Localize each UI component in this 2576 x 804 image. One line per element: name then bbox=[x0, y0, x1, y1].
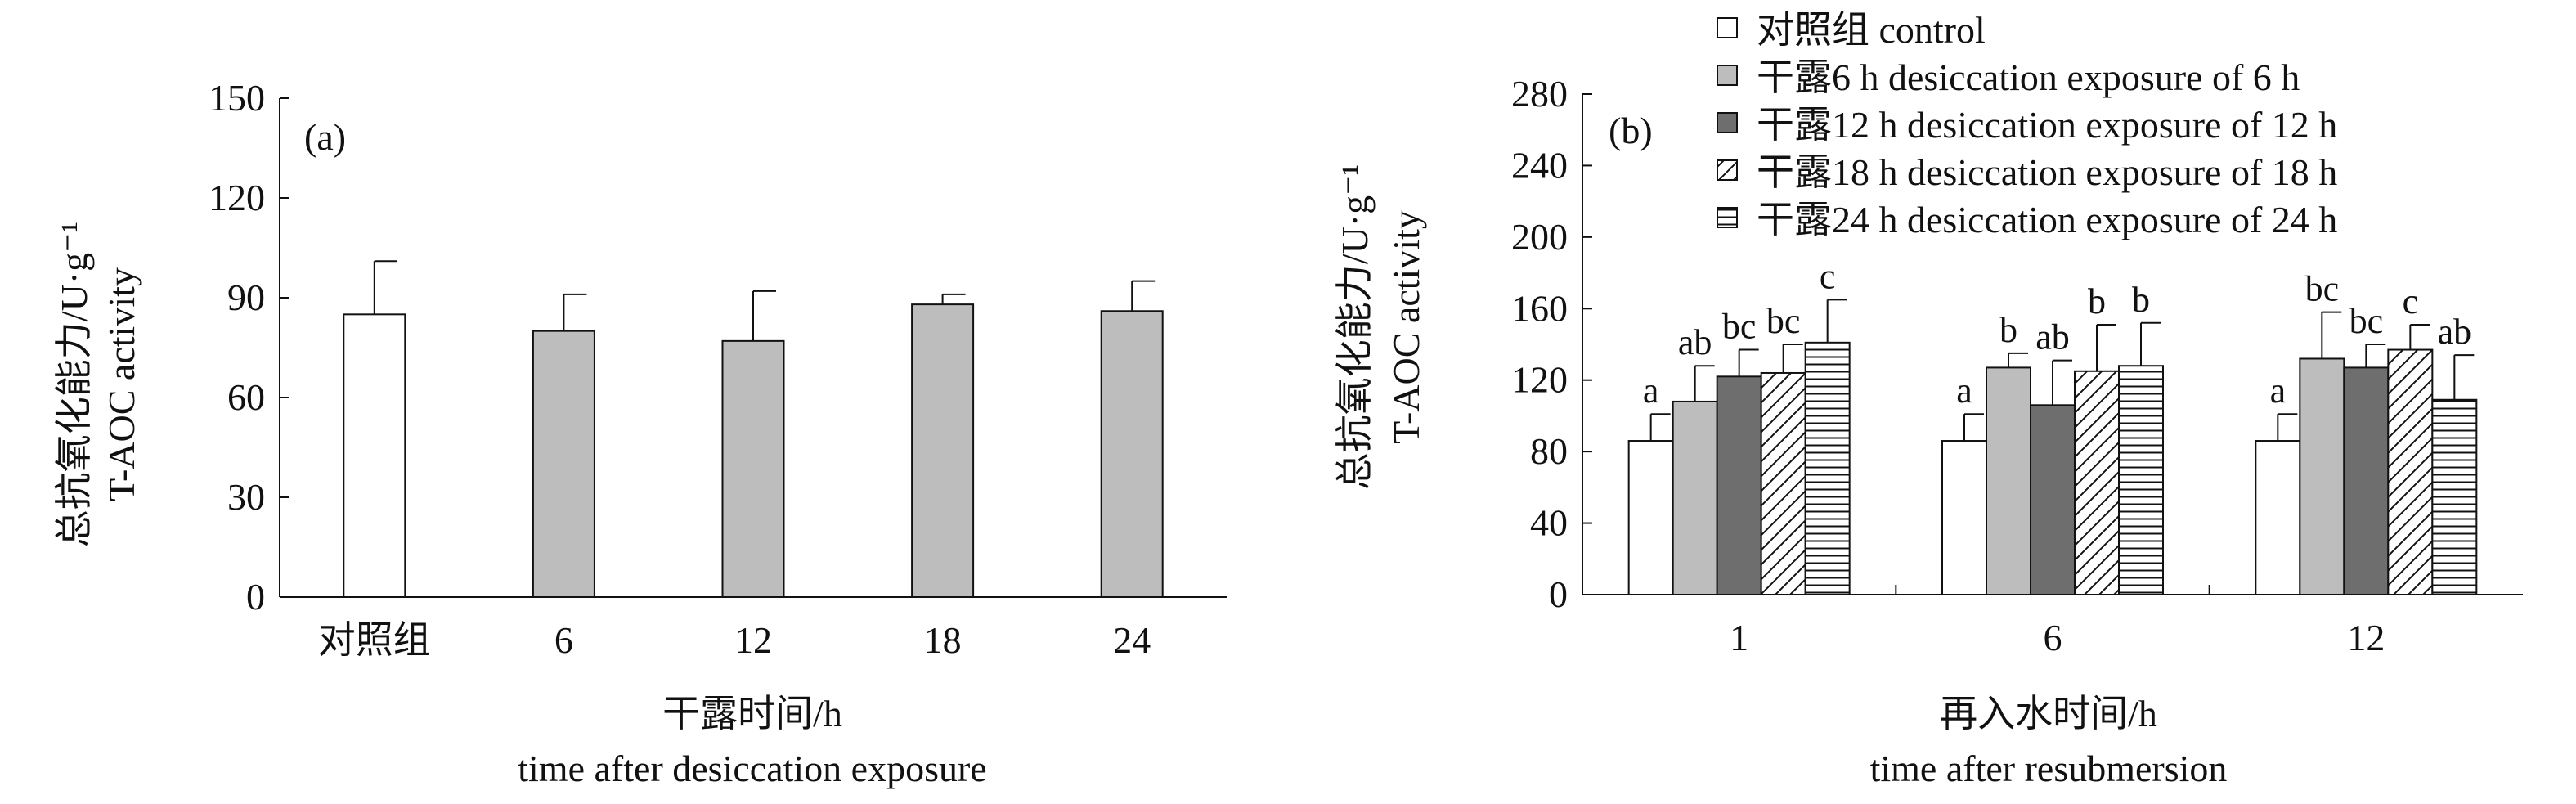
panel-b-bar bbox=[2387, 348, 2434, 595]
panel-b-y-tick-label: 160 bbox=[1511, 287, 1568, 329]
panel-b-axes bbox=[1582, 94, 2523, 595]
panel-b-bar bbox=[2118, 365, 2164, 595]
panel-a-y-tick-label: 150 bbox=[209, 77, 265, 119]
panel-a-y-axis-title: 总抗氧化能力/U·g⁻¹ bbox=[53, 222, 95, 547]
panel-b-significance-label: c bbox=[2403, 281, 2419, 321]
legend-label-12h: 干露12 h desiccation exposure of 12 h bbox=[1757, 104, 2337, 146]
panel-b-bar bbox=[1627, 440, 1674, 595]
panel-a-bar bbox=[911, 303, 975, 598]
panel-b-y-ticks: 0 40 80 120 160 200 240 280 bbox=[1511, 73, 1592, 615]
panel-b-bar bbox=[2030, 404, 2076, 596]
panel-b-significance-label: bc bbox=[2305, 269, 2340, 309]
panel-b-y-label-en: T-AOC activity bbox=[1385, 210, 1427, 444]
panel-a-bar bbox=[721, 339, 785, 598]
panel-b-significance-label: bc bbox=[1766, 301, 1801, 341]
panel-b-x-tick-label: 12 bbox=[2347, 617, 2385, 658]
panel-a-axes bbox=[279, 98, 1227, 598]
panel-a-y-ticks: 0 30 60 90 120 150 bbox=[209, 77, 289, 618]
legend: 对照组 control 干露6 h desiccation exposure o… bbox=[1717, 9, 2337, 240]
panel-b-significance-label: a bbox=[1956, 371, 1972, 411]
panel-b-y-label-cn: 总抗氧化能力/U·g⁻¹ bbox=[1334, 164, 1376, 490]
panel-a-x-ticks: 对照组 6 12 18 24 bbox=[318, 619, 1151, 661]
panel-b-bar bbox=[1804, 341, 1851, 595]
panel-b-significance-label: bc bbox=[2349, 301, 2384, 341]
panel-a-y-axis-title-en: T-AOC activity bbox=[101, 267, 142, 501]
panel-b-y-tick-label: 200 bbox=[1511, 216, 1568, 258]
panel-b-bar bbox=[1986, 366, 2031, 595]
panel-b-bar bbox=[2074, 370, 2120, 595]
legend-swatch-24h bbox=[1717, 207, 1738, 228]
panel-b-significance-label: b bbox=[1999, 310, 2017, 350]
panel-b-significance-label: b bbox=[2088, 281, 2106, 321]
legend-item-12h: 干露12 h desiccation exposure of 12 h bbox=[1717, 104, 2337, 146]
panel-a-x-label-cn: 干露时间/h bbox=[662, 693, 842, 734]
panel-a-y-label-cn: 总抗氧化能力/U·g⁻¹ bbox=[53, 222, 95, 547]
panel-a-label: (a) bbox=[304, 116, 346, 158]
panel-b-y-tick-label: 40 bbox=[1530, 502, 1568, 544]
panel-b-significance-label: ab bbox=[2035, 317, 2070, 357]
panel-b-label: (b) bbox=[1609, 110, 1653, 151]
panel-b-bar bbox=[2299, 357, 2345, 595]
panel-a-y-tick-label: 0 bbox=[246, 576, 265, 618]
panel-a-x-tick-label: 12 bbox=[734, 619, 772, 661]
panel-b-significance-label: a bbox=[2270, 371, 2287, 411]
legend-item-control: 对照组 control bbox=[1717, 9, 1986, 51]
legend-label-24h: 干露24 h desiccation exposure of 24 h bbox=[1757, 199, 2337, 240]
panel-a-bars bbox=[343, 260, 1164, 598]
legend-label-control: 对照组 control bbox=[1757, 9, 1986, 51]
legend-item-18h: 干露18 h desiccation exposure of 18 h bbox=[1717, 151, 2337, 193]
legend-swatch-18h bbox=[1717, 159, 1738, 181]
legend-item-6h: 干露6 h desiccation exposure of 6 h bbox=[1717, 56, 2300, 98]
legend-swatch-control bbox=[1717, 17, 1738, 38]
panel-b-significance-label: ab bbox=[1678, 322, 1712, 362]
panel-b-x-label-en: time after resubmersion bbox=[1870, 748, 2228, 789]
panel-b-y-tick-label: 120 bbox=[1511, 359, 1568, 401]
panel-a-bar bbox=[1100, 310, 1164, 598]
panel-b-y-axis-title: 总抗氧化能力/U·g⁻¹ bbox=[1334, 164, 1376, 490]
panel-b-y-tick-label: 280 bbox=[1511, 73, 1568, 115]
legend-item-24h: 干露24 h desiccation exposure of 24 h bbox=[1717, 199, 2337, 240]
panel-a-y-tick-label: 30 bbox=[227, 476, 265, 518]
panel-b-significance-label: b bbox=[2132, 280, 2150, 320]
panel-b-bar bbox=[1672, 400, 1718, 596]
panel-a-y-tick-label: 60 bbox=[227, 376, 265, 418]
legend-label-6h: 干露6 h desiccation exposure of 6 h bbox=[1757, 56, 2300, 98]
panel-b-x-tick-label: 6 bbox=[2044, 617, 2062, 658]
panel-b-significance-label: bc bbox=[1722, 307, 1757, 347]
panel-b-significance-label: c bbox=[1820, 256, 1836, 296]
panel-a: 0 30 60 90 120 150 对照组 6 12 18 24 (a) 总抗氧化能力/U·g⁻… bbox=[53, 77, 1227, 789]
panel-a-x-tick-label: 24 bbox=[1113, 619, 1151, 661]
panel-a-x-label-en: time after desiccation exposure bbox=[518, 748, 986, 789]
panel-b-significance-label: ab bbox=[2438, 312, 2472, 352]
panel-b-bar bbox=[1716, 375, 1762, 595]
panel-a-bar bbox=[532, 330, 595, 598]
panel-a-x-tick-label: 对照组 bbox=[318, 619, 431, 661]
panel-b-bar bbox=[2255, 440, 2301, 595]
panel-a-y-tick-label: 120 bbox=[209, 177, 265, 218]
panel-b-bar bbox=[2343, 366, 2390, 595]
panel-b-bar bbox=[2431, 398, 2478, 595]
panel-b-y-tick-label: 80 bbox=[1530, 430, 1568, 472]
panel-a-y-label-en: T-AOC activity bbox=[101, 267, 142, 501]
panel-b-significance-label: a bbox=[1643, 371, 1659, 411]
panel-b-y-tick-label: 0 bbox=[1549, 573, 1568, 615]
legend-swatch-6h bbox=[1717, 65, 1738, 86]
panel-b-bar bbox=[1760, 371, 1806, 595]
legend-label-18h: 干露18 h desiccation exposure of 18 h bbox=[1757, 151, 2337, 193]
panel-b-x-tick-label: 1 bbox=[1730, 617, 1748, 658]
panel-b-x-ticks: 1 6 12 bbox=[1730, 585, 2385, 658]
panel-a-x-tick-label: 18 bbox=[924, 619, 962, 661]
panel-b-y-axis-title-en: T-AOC activity bbox=[1385, 210, 1427, 444]
panel-a-bar bbox=[343, 313, 406, 598]
panel-b-y-tick-label: 240 bbox=[1511, 144, 1568, 186]
panel-a-x-tick-label: 6 bbox=[554, 619, 573, 661]
legend-swatch-12h bbox=[1717, 112, 1738, 133]
panel-a-y-tick-label: 90 bbox=[227, 276, 265, 318]
panel-b-x-label-cn: 再入水时间/h bbox=[1940, 693, 2157, 734]
panel-b-bar bbox=[1941, 440, 1987, 595]
